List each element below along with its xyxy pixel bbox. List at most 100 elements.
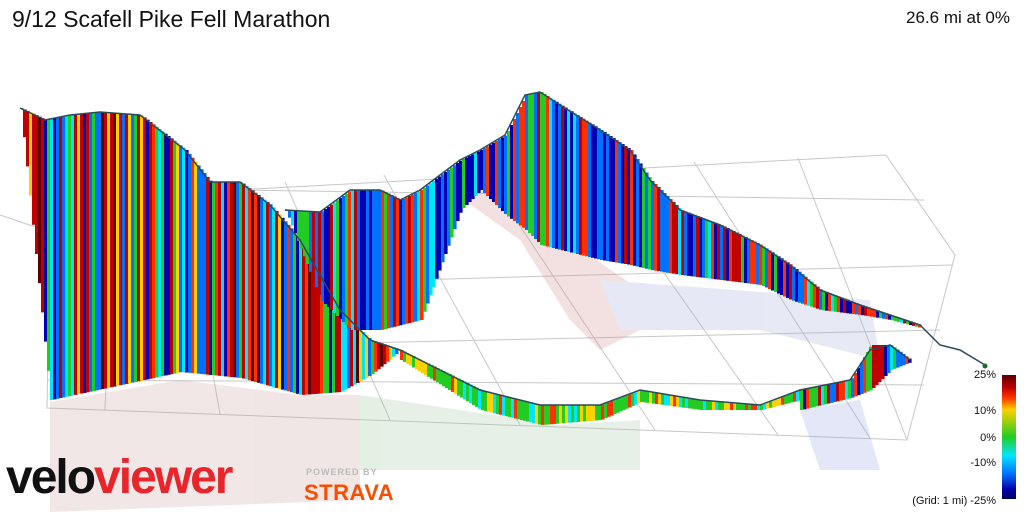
elevation-stripe <box>681 210 685 276</box>
elevation-stripe <box>706 400 710 410</box>
elevation-stripe <box>390 195 394 328</box>
elevation-stripe <box>780 258 784 295</box>
elevation-stripe <box>876 310 880 318</box>
elevation-stripe <box>821 385 825 405</box>
grid-scale-note: (Grid: 1 mi) -25% <box>912 495 996 507</box>
elevation-stripe <box>224 182 228 377</box>
elevation-stripe <box>550 405 554 425</box>
logo-viewer: viewer <box>94 451 233 504</box>
elevation-stripe <box>380 343 384 367</box>
elevation-stripe <box>442 371 446 387</box>
elevation-stripe <box>402 199 406 325</box>
elevation-stripe <box>441 174 445 263</box>
elevation-stripe <box>429 183 433 296</box>
elevation-stripe <box>116 113 120 386</box>
legend-tick-25: 25% <box>973 369 996 381</box>
gradient-color-legend <box>1002 375 1016 499</box>
elevation-stripe <box>660 190 664 272</box>
elevation-stripe <box>721 401 725 410</box>
elevation-stripe <box>409 354 413 366</box>
elevation-stripe <box>321 211 325 301</box>
elevation-stripe <box>489 144 493 199</box>
elevation-stripe <box>670 395 674 406</box>
elevation-stripe <box>381 190 385 330</box>
elevation-stripe <box>759 244 763 285</box>
elevation-stripe <box>649 391 653 404</box>
elevation-stripe <box>851 378 855 398</box>
elevation-stripe <box>412 356 416 368</box>
elevation-stripe <box>688 398 692 409</box>
elevation-stripe <box>77 114 81 395</box>
elevation-stripe <box>288 210 292 218</box>
elevation-stripe <box>466 383 470 402</box>
elevation-stripe <box>837 296 841 313</box>
elevation-stripe <box>281 217 285 390</box>
elevation-stripe <box>230 182 234 377</box>
elevation-stripe <box>744 237 748 283</box>
elevation-stripe <box>89 113 93 392</box>
elevation-stripe <box>903 319 907 324</box>
elevation-stripe <box>598 405 602 421</box>
strava-logo[interactable]: STRAVA <box>304 480 395 505</box>
elevation-stripe <box>435 178 439 279</box>
elevation-stripe <box>371 340 375 375</box>
veloviewer-logo[interactable]: veloviewer <box>6 451 233 504</box>
elevation-stripe <box>502 395 506 416</box>
elevation-stripe <box>164 133 168 376</box>
elevation-stripe <box>182 147 186 373</box>
elevation-stripe <box>735 232 739 282</box>
elevation-stripe <box>576 115 580 254</box>
elevation-stripe <box>857 367 861 396</box>
elevation-stripe <box>299 238 303 395</box>
elevation-stripe <box>535 403 539 424</box>
elevation-stripe <box>387 193 391 329</box>
elevation-stripe <box>803 389 807 410</box>
elevation-stripe <box>297 210 301 241</box>
elevation-stripe <box>377 342 381 370</box>
elevation-stripe <box>53 118 57 400</box>
elevation-stripe <box>691 398 695 409</box>
elevation-stripe <box>170 138 174 375</box>
elevation-stripe <box>905 356 909 364</box>
elevation-stripe <box>242 183 246 379</box>
elevation-stripe <box>510 125 514 219</box>
elevation-stripe <box>83 113 87 393</box>
elevation-stripe <box>682 397 686 408</box>
elevation-stripe <box>577 405 581 422</box>
elevation-stripe <box>173 140 177 374</box>
elevation-stripe <box>56 117 60 399</box>
elevation-stripe <box>661 393 665 405</box>
elevation-stripe <box>233 182 237 378</box>
route-elevation-wall <box>20 92 922 425</box>
elevation-stripe <box>403 351 407 362</box>
elevation-stripe <box>745 403 749 410</box>
elevation-stripe <box>812 387 816 408</box>
elevation-stripe <box>651 181 655 271</box>
elevation-stripe <box>393 196 397 327</box>
elevation-stripe <box>769 401 773 408</box>
elevation-stripe <box>522 101 526 228</box>
elevation-stripe <box>621 144 625 264</box>
start-marker[interactable] <box>982 363 988 369</box>
elevation-stripe <box>606 134 610 261</box>
elevation-stripe <box>546 95 550 247</box>
elevation-stripe <box>372 190 376 330</box>
elevation-stripe <box>840 297 844 313</box>
elevation-stripe <box>754 404 758 410</box>
elevation-stripe <box>424 362 428 375</box>
elevation-stripe <box>592 405 596 421</box>
elevation-stripe <box>756 243 760 285</box>
elevation-stripe <box>411 194 415 323</box>
elevation-stripe <box>559 405 563 424</box>
elevation-stripe <box>738 234 742 283</box>
elevation-stripe <box>571 405 575 423</box>
elevation-stripe <box>854 373 858 397</box>
elevation-stripe <box>834 295 838 312</box>
elevation-stripe <box>294 210 298 234</box>
powered-by-label: POWERED BY <box>306 467 378 477</box>
elevation-stripe <box>783 260 787 297</box>
elevation-stripe <box>663 193 667 273</box>
elevation-stripe <box>504 135 508 214</box>
elevation-stripe <box>420 190 424 320</box>
